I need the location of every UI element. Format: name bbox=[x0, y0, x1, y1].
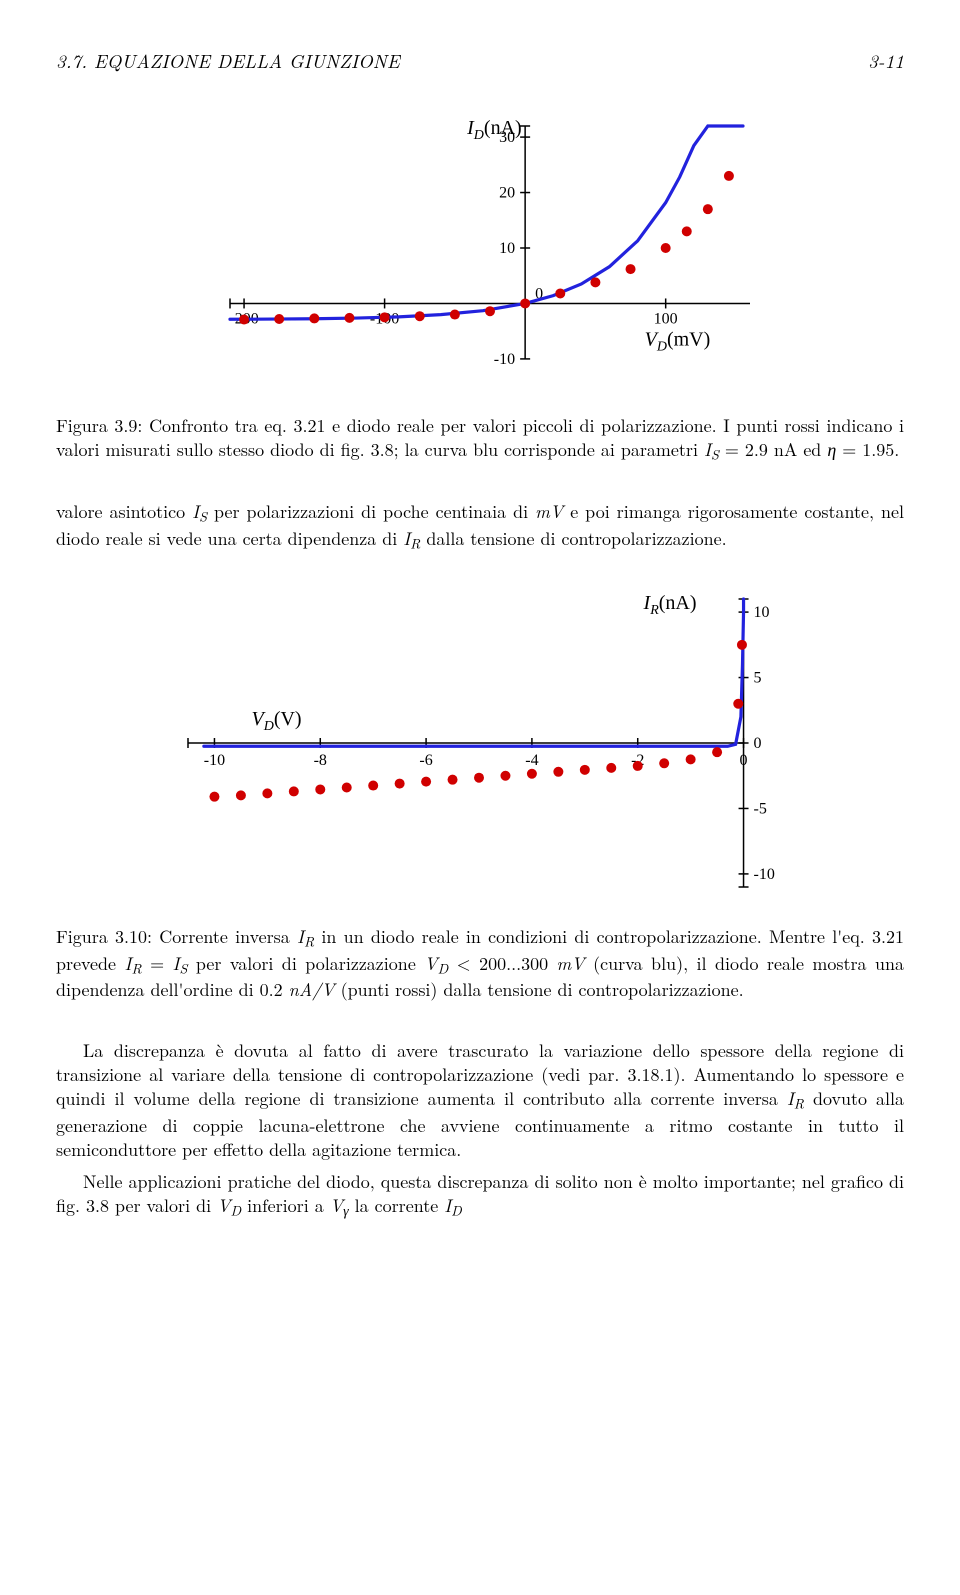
body-para-2: La discrepanza è dovuta al fatto di aver… bbox=[56, 1039, 904, 1163]
figure-3-10: -10-8-6-4-20-10-50510IR(nA)VD(V) bbox=[56, 587, 904, 907]
header-pagenum: 3-11 bbox=[868, 48, 904, 74]
svg-text:10: 10 bbox=[754, 604, 770, 621]
svg-text:-10: -10 bbox=[204, 752, 225, 769]
svg-text:100: 100 bbox=[654, 310, 678, 327]
svg-text:IR(nA): IR(nA) bbox=[643, 592, 697, 618]
body-para-3: Nelle applicazioni pratiche del diodo, q… bbox=[56, 1170, 904, 1221]
chart-reverse-bias: -10-8-6-4-20-10-50510IR(nA)VD(V) bbox=[160, 587, 800, 907]
caption-3-10: Figura 3.10: Corrente inversa IR in un d… bbox=[56, 925, 904, 1002]
svg-text:0: 0 bbox=[754, 735, 762, 752]
caption-3-9: Figura 3.9: Confronto tra eq. 3.21 e dio… bbox=[56, 414, 904, 465]
svg-text:VD(V): VD(V) bbox=[251, 708, 301, 734]
svg-text:5: 5 bbox=[754, 670, 762, 687]
svg-text:-6: -6 bbox=[419, 752, 432, 769]
body-para-1: valore asintotico IS per polarizzazioni … bbox=[56, 500, 904, 553]
figure-3-9: -200-1001000102030-10ID(nA)VD(mV) bbox=[56, 116, 904, 396]
svg-text:10: 10 bbox=[499, 240, 515, 257]
svg-text:20: 20 bbox=[499, 184, 515, 201]
page-header: 3.7. EQUAZIONE DELLA GIUNZIONE 3-11 bbox=[56, 48, 904, 74]
svg-text:-4: -4 bbox=[525, 752, 538, 769]
svg-text:0: 0 bbox=[740, 752, 748, 769]
svg-text:-10: -10 bbox=[754, 866, 775, 883]
header-section: 3.7. EQUAZIONE DELLA GIUNZIONE bbox=[56, 48, 400, 74]
svg-text:-8: -8 bbox=[314, 752, 327, 769]
chart-forward-bias: -200-1001000102030-10ID(nA)VD(mV) bbox=[200, 116, 760, 396]
svg-text:VD(mV): VD(mV) bbox=[645, 328, 711, 354]
svg-text:-10: -10 bbox=[494, 351, 515, 368]
svg-text:-5: -5 bbox=[754, 801, 767, 818]
